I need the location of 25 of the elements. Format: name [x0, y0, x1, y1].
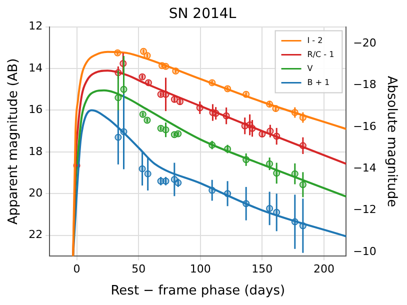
- y2-tick-label: −12: [353, 203, 376, 216]
- legend-label: B + 1: [307, 78, 330, 87]
- chart-title: SN 2014L: [168, 6, 236, 22]
- x-tick-label: 100: [190, 262, 211, 276]
- y2-tick-label: −14: [353, 161, 376, 174]
- x-tick-label: 50: [132, 262, 146, 276]
- x-tick-label: 150: [252, 262, 273, 276]
- y-axis-title: Apparent magnitude (AB): [6, 58, 22, 225]
- x-tick-label: 0: [73, 262, 80, 276]
- legend-label: V: [307, 64, 314, 73]
- legend-label: I - 2: [307, 36, 323, 45]
- y-tick-label: 12: [28, 20, 43, 33]
- y-tick-label: 16: [28, 103, 43, 116]
- x-axis-title: Rest − frame phase (days): [110, 284, 286, 299]
- y-tick-label: 20: [28, 186, 43, 200]
- legend-label: R/C - 1: [307, 50, 334, 59]
- y-tick-label: 22: [28, 228, 43, 242]
- y2-tick-label: −18: [353, 78, 376, 92]
- y-tick-label: 18: [28, 144, 43, 158]
- y2-tick-label: −10: [353, 244, 376, 258]
- x-tick-label: 200: [313, 262, 334, 276]
- y2-axis-title: Absolute magnitude: [384, 76, 399, 208]
- y2-tick-label: −16: [353, 120, 376, 133]
- y-tick-label: 14: [28, 61, 43, 74]
- y2-tick-label: −20: [353, 36, 376, 50]
